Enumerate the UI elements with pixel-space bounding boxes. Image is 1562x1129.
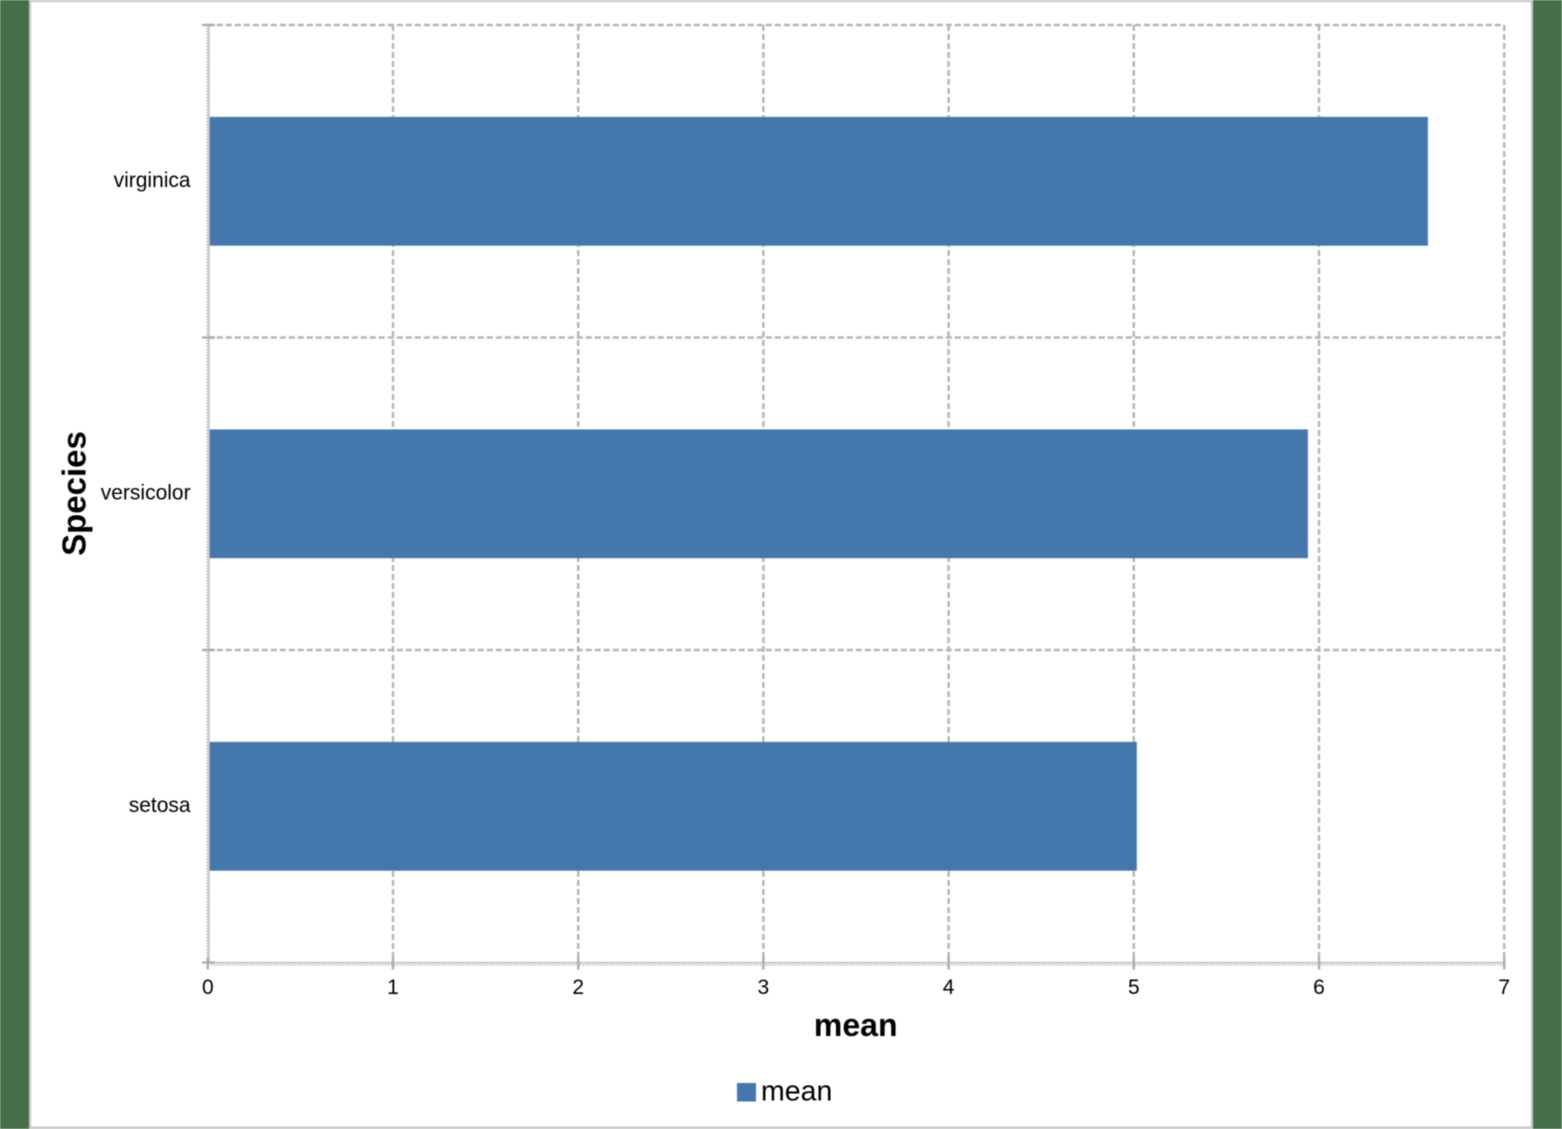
svg-text:2: 2 [572, 976, 584, 999]
svg-text:setosa: setosa [129, 794, 191, 817]
svg-text:7: 7 [1498, 976, 1510, 999]
svg-text:mean: mean [761, 1076, 832, 1108]
svg-text:0: 0 [202, 976, 214, 999]
svg-text:3: 3 [758, 976, 770, 999]
svg-text:versicolor: versicolor [101, 482, 191, 505]
svg-text:virginica: virginica [114, 169, 191, 192]
svg-text:1: 1 [387, 976, 399, 999]
svg-text:Species: Species [56, 431, 93, 556]
svg-text:4: 4 [943, 976, 955, 999]
svg-text:5: 5 [1128, 976, 1140, 999]
svg-text:6: 6 [1313, 976, 1325, 999]
svg-text:mean: mean [814, 1007, 898, 1043]
